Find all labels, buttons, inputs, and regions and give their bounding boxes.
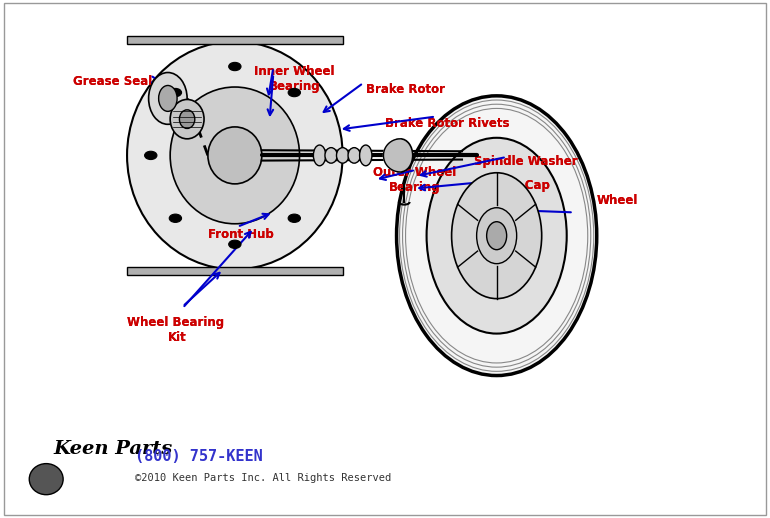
- Text: Spindle Washer: Spindle Washer: [474, 155, 578, 168]
- Ellipse shape: [179, 110, 195, 128]
- Text: Brake Rotor: Brake Rotor: [366, 83, 445, 96]
- Ellipse shape: [360, 145, 372, 166]
- Ellipse shape: [487, 222, 507, 250]
- Text: Brake Rotor Rivets: Brake Rotor Rivets: [385, 117, 510, 130]
- Text: Grease Seal: Grease Seal: [73, 75, 152, 88]
- Text: Brake Rotor: Brake Rotor: [366, 83, 445, 96]
- FancyBboxPatch shape: [127, 36, 343, 44]
- FancyBboxPatch shape: [127, 267, 343, 275]
- Ellipse shape: [427, 138, 567, 334]
- Ellipse shape: [127, 41, 343, 269]
- Text: Front Hub: Front Hub: [208, 228, 273, 241]
- Text: Wheel Bearing 
Kit: Wheel Bearing Kit: [127, 316, 228, 344]
- Text: Wheel: Wheel: [597, 194, 638, 207]
- Text: Spindle Washer: Spindle Washer: [474, 155, 578, 168]
- Circle shape: [229, 240, 241, 249]
- Text: ©2010 Keen Parts Inc. All Rights Reserved: ©2010 Keen Parts Inc. All Rights Reserve…: [135, 473, 391, 483]
- Ellipse shape: [149, 73, 187, 124]
- Text: Keen Parts: Keen Parts: [54, 440, 173, 458]
- Ellipse shape: [336, 148, 349, 163]
- Ellipse shape: [170, 99, 204, 139]
- Text: Front Hub: Front Hub: [208, 228, 273, 241]
- Text: Wheel: Wheel: [597, 194, 638, 207]
- Circle shape: [169, 89, 182, 97]
- Ellipse shape: [208, 127, 262, 184]
- Ellipse shape: [348, 148, 360, 163]
- Circle shape: [288, 89, 300, 97]
- Text: (800) 757-KEEN: (800) 757-KEEN: [135, 449, 263, 464]
- Text: Brake Rotor Rivets: Brake Rotor Rivets: [385, 117, 510, 130]
- Ellipse shape: [388, 139, 413, 172]
- Circle shape: [229, 62, 241, 70]
- Ellipse shape: [325, 148, 337, 163]
- Ellipse shape: [477, 208, 517, 264]
- Text: Inner Wheel
Bearing: Inner Wheel Bearing: [254, 65, 335, 93]
- Ellipse shape: [159, 85, 177, 111]
- Text: Inner Wheel
Bearing: Inner Wheel Bearing: [254, 65, 335, 93]
- Circle shape: [145, 151, 157, 160]
- Ellipse shape: [397, 96, 597, 376]
- Circle shape: [288, 214, 300, 222]
- Text: Grease Seal: Grease Seal: [73, 75, 152, 88]
- Text: Grease Cap: Grease Cap: [474, 179, 550, 192]
- Circle shape: [313, 151, 325, 160]
- Text: Wheel Bearing 
Kit: Wheel Bearing Kit: [127, 316, 228, 344]
- Ellipse shape: [29, 464, 63, 495]
- Circle shape: [169, 214, 182, 222]
- Polygon shape: [383, 139, 400, 172]
- Text: Grease Cap: Grease Cap: [474, 179, 550, 192]
- Ellipse shape: [170, 87, 300, 224]
- Text: Outer Wheel
Bearing: Outer Wheel Bearing: [373, 166, 457, 194]
- Ellipse shape: [313, 145, 326, 166]
- Ellipse shape: [451, 173, 542, 298]
- Text: Outer Wheel
Bearing: Outer Wheel Bearing: [373, 166, 457, 194]
